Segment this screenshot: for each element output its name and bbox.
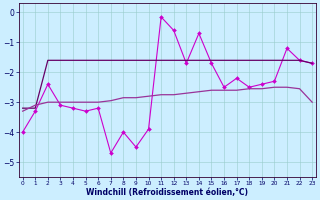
X-axis label: Windchill (Refroidissement éolien,°C): Windchill (Refroidissement éolien,°C) <box>86 188 248 197</box>
